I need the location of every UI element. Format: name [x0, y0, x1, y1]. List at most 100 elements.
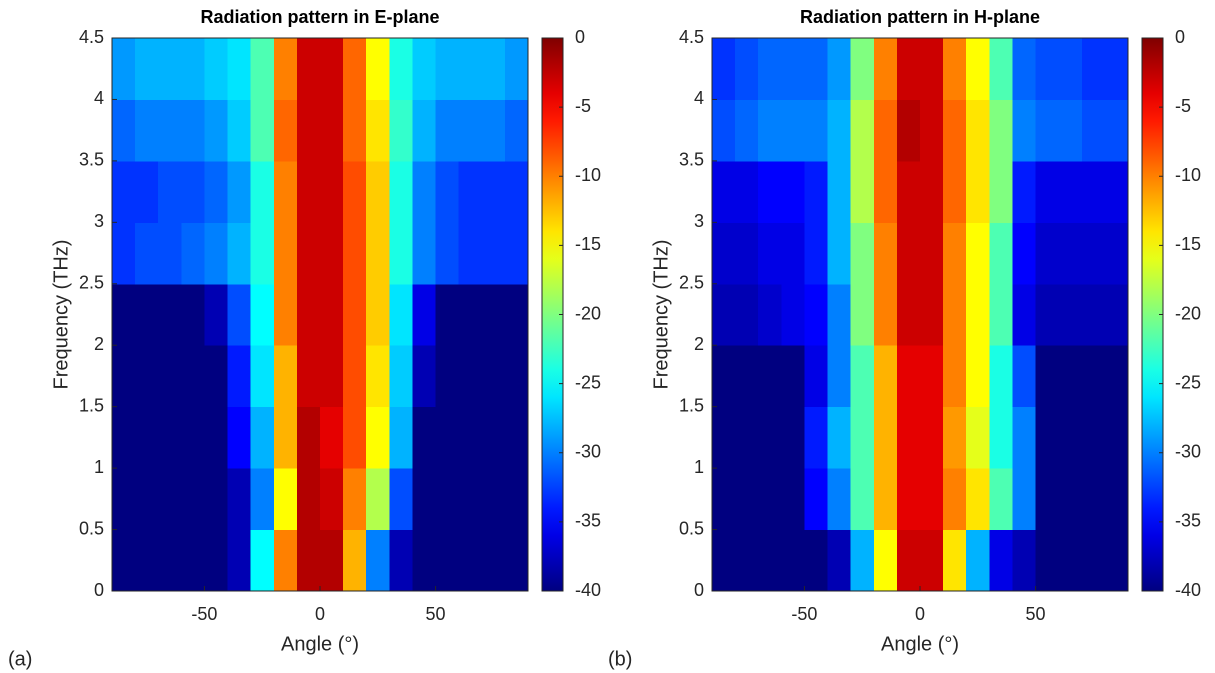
heat-cell	[966, 38, 990, 100]
heat-cell	[920, 160, 944, 223]
colorbar-tick-label: -5	[1175, 96, 1191, 116]
heat-cell	[873, 345, 898, 408]
heat-cell	[896, 529, 921, 592]
heat-cell	[389, 160, 413, 223]
heat-cell	[204, 160, 229, 223]
heat-cell	[943, 529, 967, 592]
heat-cell	[343, 160, 367, 223]
heat-cell	[273, 283, 298, 346]
heat-cell	[989, 222, 1013, 285]
heat-cell	[850, 283, 875, 346]
heat-cell	[181, 38, 205, 100]
y-tick-label: 3	[94, 211, 104, 231]
heat-cell	[1104, 345, 1129, 408]
heat-cell	[712, 529, 736, 592]
heat-cell	[920, 38, 944, 100]
heat-cell	[227, 222, 252, 285]
heat-cell	[412, 222, 437, 285]
heat-cell	[1104, 222, 1129, 285]
y-tick-label: 1.5	[679, 395, 704, 415]
heat-cell	[320, 160, 344, 223]
heat-cell	[366, 345, 390, 408]
heat-cell	[343, 529, 367, 592]
heat-cell	[296, 345, 321, 408]
heat-cell	[135, 529, 159, 592]
heat-cell	[827, 222, 852, 285]
heat-cell	[896, 160, 921, 223]
heat-cell	[250, 468, 275, 531]
heat-cell	[735, 160, 759, 223]
heat-cell	[204, 468, 229, 531]
heat-cell	[250, 283, 275, 346]
heat-cell	[158, 283, 182, 346]
heat-cell	[320, 283, 344, 346]
heat-cell	[712, 99, 736, 162]
heat-cell	[389, 38, 413, 100]
heat-cell	[850, 529, 875, 592]
heat-cell	[481, 99, 506, 162]
chart-title: Radiation pattern in E-plane	[200, 7, 439, 27]
colorbar-tick-label: -10	[1175, 165, 1201, 185]
heat-cell	[504, 406, 529, 469]
y-tick-label: 2	[694, 334, 704, 354]
y-tick-label: 4	[94, 88, 104, 108]
heat-cell	[712, 160, 736, 223]
heat-cell	[135, 406, 159, 469]
heat-cell	[412, 468, 437, 531]
heat-cell	[504, 222, 529, 285]
heat-cell	[781, 38, 805, 100]
heat-cell	[873, 468, 898, 531]
heat-cell	[804, 160, 829, 223]
heat-cell	[481, 222, 506, 285]
heat-cell	[735, 345, 759, 408]
y-tick-label: 0.5	[679, 518, 704, 538]
y-tick-label: 0	[694, 580, 704, 600]
heat-cell	[827, 99, 852, 162]
heat-cell	[943, 345, 967, 408]
heat-cell	[204, 38, 229, 100]
heat-cell	[989, 468, 1013, 531]
heat-cell	[389, 406, 413, 469]
heat-cell	[758, 406, 782, 469]
heat-cell	[850, 99, 875, 162]
heat-cell	[850, 468, 875, 531]
heat-cell	[412, 406, 437, 469]
heat-cell	[250, 222, 275, 285]
heat-cell	[989, 283, 1013, 346]
heat-cell	[781, 283, 805, 346]
heat-cell	[296, 222, 321, 285]
heat-cell	[366, 283, 390, 346]
colorbar-tick-label: -10	[575, 165, 601, 185]
heat-cell	[320, 38, 344, 100]
heat-cell	[481, 345, 506, 408]
heat-cell	[435, 283, 460, 346]
heat-cell	[343, 283, 367, 346]
heat-cell	[227, 160, 252, 223]
heat-cell	[273, 38, 298, 100]
heat-cell	[989, 529, 1013, 592]
heat-cell	[112, 222, 136, 285]
heat-cell	[896, 406, 921, 469]
heat-cell	[873, 283, 898, 346]
heat-cell	[504, 160, 529, 223]
y-tick-label: 4.5	[79, 27, 104, 47]
heat-cell	[158, 99, 182, 162]
heat-cell	[135, 222, 159, 285]
heat-cell	[135, 345, 159, 408]
heat-cell	[850, 38, 875, 100]
heat-cell	[412, 529, 437, 592]
heat-cell	[758, 468, 782, 531]
heat-cell	[712, 345, 736, 408]
heat-cell	[1104, 160, 1129, 223]
y-tick-label: 4.5	[679, 27, 704, 47]
heat-cell	[273, 529, 298, 592]
heat-cell	[112, 468, 136, 531]
heat-cell	[181, 283, 205, 346]
heat-cell	[250, 345, 275, 408]
heat-cell	[458, 160, 483, 223]
heat-cell	[1012, 222, 1037, 285]
heat-cell	[735, 99, 759, 162]
heat-cell	[412, 160, 437, 223]
heat-cell	[320, 345, 344, 408]
y-tick-label: 2	[94, 334, 104, 354]
